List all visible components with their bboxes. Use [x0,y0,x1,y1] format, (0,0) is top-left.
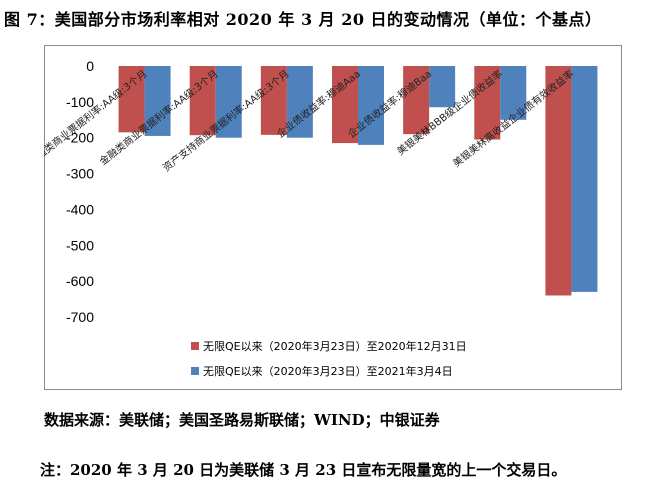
bar-series-1-cat-6 [474,66,501,140]
y-tick-label: -700 [66,309,94,325]
bar-series-2-cat-5 [429,66,456,108]
legend-swatch [191,367,199,375]
bar-chart: 0-100-200-300-400-500-600-700 非金融类商业票据利率… [44,45,622,390]
bar-series-2-cat-2 [215,66,242,138]
bar-series-1-cat-3 [260,66,287,135]
y-tick-label: -100 [66,94,94,110]
y-tick-label: -200 [66,130,94,146]
chart-title: 图 7：美国部分市场利率相对 2020 年 3 月 20 日的变动情况（单位：个… [4,10,602,29]
y-tick-label: -500 [66,237,94,253]
data-source: 数据来源：美联储；美国圣路易斯联储；WIND；中银证券 [44,411,440,429]
y-tick-label: -600 [66,273,94,289]
bar-series-1-cat-2 [189,66,216,136]
bar-series-1-cat-5 [403,66,430,135]
footnote: 注：2020 年 3 月 20 日为美联储 3 月 23 日宣布无限量宽的上一个… [40,461,567,479]
legend-label: 无限QE以来（2020年3月23日）至2020年12月31日 [203,339,467,353]
y-tick-label: -400 [66,201,94,217]
legend-label: 无限QE以来（2020年3月23日）至2021年3月4日 [203,364,453,378]
bar-series-1-cat-4 [332,66,358,144]
y-tick-label: -300 [66,166,94,182]
y-axis: 0 -100 -200 -300 -400 -500 -600 -700 [66,58,94,325]
bar-series-2-cat-7 [571,66,598,292]
bar-series-2-cat-6 [500,66,527,120]
bar-series-2-cat-1 [144,66,171,136]
bar-series-2-cat-3 [286,66,313,138]
legend: 无限QE以来（2020年3月23日）至2020年12月31日无限QE以来（202… [191,339,467,378]
bar-series-1-cat-7 [545,66,572,296]
y-tick-label: 0 [86,58,94,74]
bar-series-1-cat-1 [118,66,145,133]
bars [118,66,598,296]
chart-area: 0-100-200-300-400-500-600-700 非金融类商业票据利率… [44,45,622,390]
bar-series-2-cat-4 [358,66,384,145]
legend-swatch [191,342,199,350]
